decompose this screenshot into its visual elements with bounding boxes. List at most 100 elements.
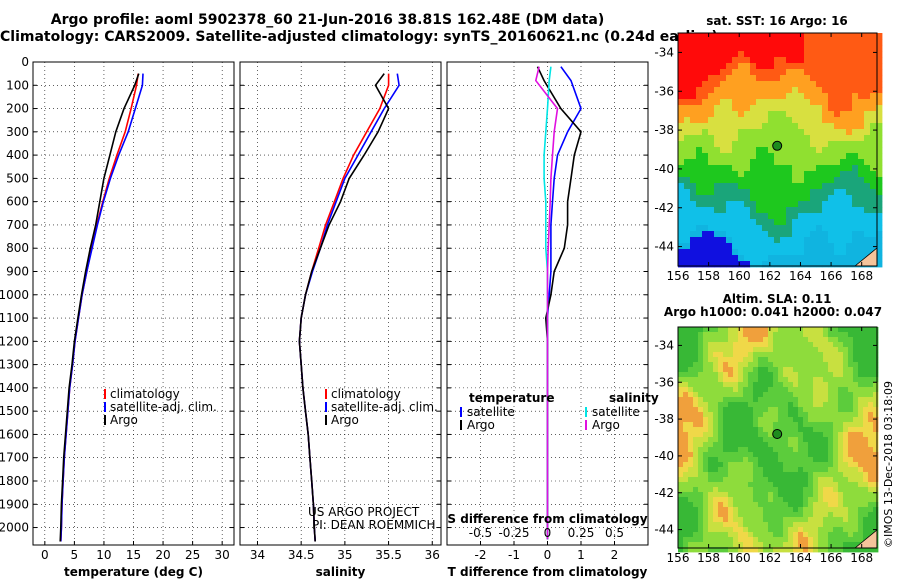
- map-cell: [864, 51, 871, 58]
- map-cell: [708, 159, 715, 166]
- s-tick-label: -0.5: [469, 526, 492, 540]
- map-cell: [793, 352, 799, 358]
- map-cell: [843, 447, 849, 453]
- map-cell: [693, 367, 699, 373]
- map-cell: [693, 402, 699, 408]
- map-cell: [834, 45, 841, 52]
- map-cell: [868, 372, 874, 378]
- map-cell: [713, 542, 719, 548]
- map-cell: [843, 512, 849, 518]
- map-cell: [678, 45, 685, 52]
- map-cell: [838, 442, 844, 448]
- map-cell: [853, 377, 859, 383]
- map-cell: [718, 542, 724, 548]
- map-cell: [690, 129, 697, 136]
- map-cell: [720, 57, 727, 64]
- map-cell: [702, 111, 709, 118]
- map-cell: [816, 75, 823, 82]
- map-cell: [840, 225, 847, 232]
- map-cell: [780, 171, 787, 178]
- map-cell: [843, 542, 849, 548]
- map-cell: [726, 141, 733, 148]
- map-cell: [702, 87, 709, 94]
- map-cell: [758, 432, 764, 438]
- map-cell: [690, 159, 697, 166]
- map-cell: [756, 45, 763, 52]
- map-cell: [723, 517, 729, 523]
- map-cell: [870, 39, 877, 46]
- map-cell: [816, 87, 823, 94]
- map-cell: [783, 452, 789, 458]
- map-cell: [718, 377, 724, 383]
- map-cell: [753, 447, 759, 453]
- chart-title-line2: Climatology: CARS2009. Satellite-adjuste…: [0, 29, 718, 45]
- map-cell: [763, 447, 769, 453]
- map-cell: [876, 183, 883, 190]
- map-cell: [696, 261, 703, 268]
- map-cell: [763, 382, 769, 388]
- map-cell: [762, 63, 769, 70]
- map-cell: [822, 183, 829, 190]
- map-cell: [843, 492, 849, 498]
- map-cell: [783, 527, 789, 533]
- map-cell: [738, 412, 744, 418]
- map-cell: [793, 442, 799, 448]
- map-cell: [838, 392, 844, 398]
- map-cell: [762, 93, 769, 100]
- map-cell: [774, 237, 781, 244]
- map-cell: [823, 527, 829, 533]
- map-cell: [798, 432, 804, 438]
- map-cell: [838, 437, 844, 443]
- map-cell: [714, 177, 721, 184]
- map-cell: [698, 477, 704, 483]
- map-cell: [834, 243, 841, 250]
- map-cell: [733, 397, 739, 403]
- map-cell: [833, 392, 839, 398]
- map-cell: [780, 201, 787, 208]
- map-cell: [833, 487, 839, 493]
- map-cell: [703, 397, 709, 403]
- map-cell: [720, 69, 727, 76]
- map-cell: [733, 497, 739, 503]
- map-cell: [798, 452, 804, 458]
- map-cell: [804, 147, 811, 154]
- map-cell: [778, 412, 784, 418]
- map-cell: [803, 527, 809, 533]
- map-cell: [726, 201, 733, 208]
- map-cell: [808, 357, 814, 363]
- map-cell: [678, 327, 684, 333]
- map-cell: [708, 537, 714, 543]
- map-cell: [828, 189, 835, 196]
- map-cell: [833, 417, 839, 423]
- map-cell: [744, 159, 751, 166]
- map-cell: [803, 547, 809, 553]
- map-cell: [753, 337, 759, 343]
- map-cell: [683, 537, 689, 543]
- map-cell: [786, 177, 793, 184]
- map-cell: [852, 153, 859, 160]
- map-cell: [753, 407, 759, 413]
- map-cell: [708, 372, 714, 378]
- map-cell: [738, 63, 745, 70]
- map-cell: [750, 219, 757, 226]
- map-cell: [768, 492, 774, 498]
- map-cell: [858, 417, 864, 423]
- map-cell: [738, 407, 744, 413]
- map-cell: [698, 387, 704, 393]
- map-cell: [698, 527, 704, 533]
- map-cell: [773, 507, 779, 513]
- map-cell: [828, 51, 835, 58]
- map-cell: [788, 422, 794, 428]
- map-cell: [678, 362, 684, 368]
- y-tick-label: 1100: [0, 311, 29, 325]
- map-cell: [863, 397, 869, 403]
- map-cell: [853, 332, 859, 338]
- map-cell: [774, 213, 781, 220]
- map-cell: [702, 57, 709, 64]
- map-cell: [840, 63, 847, 70]
- map-cell: [762, 201, 769, 208]
- map-cell: [786, 243, 793, 250]
- map-cell: [823, 377, 829, 383]
- map-cell: [774, 33, 781, 40]
- map-cell: [823, 472, 829, 478]
